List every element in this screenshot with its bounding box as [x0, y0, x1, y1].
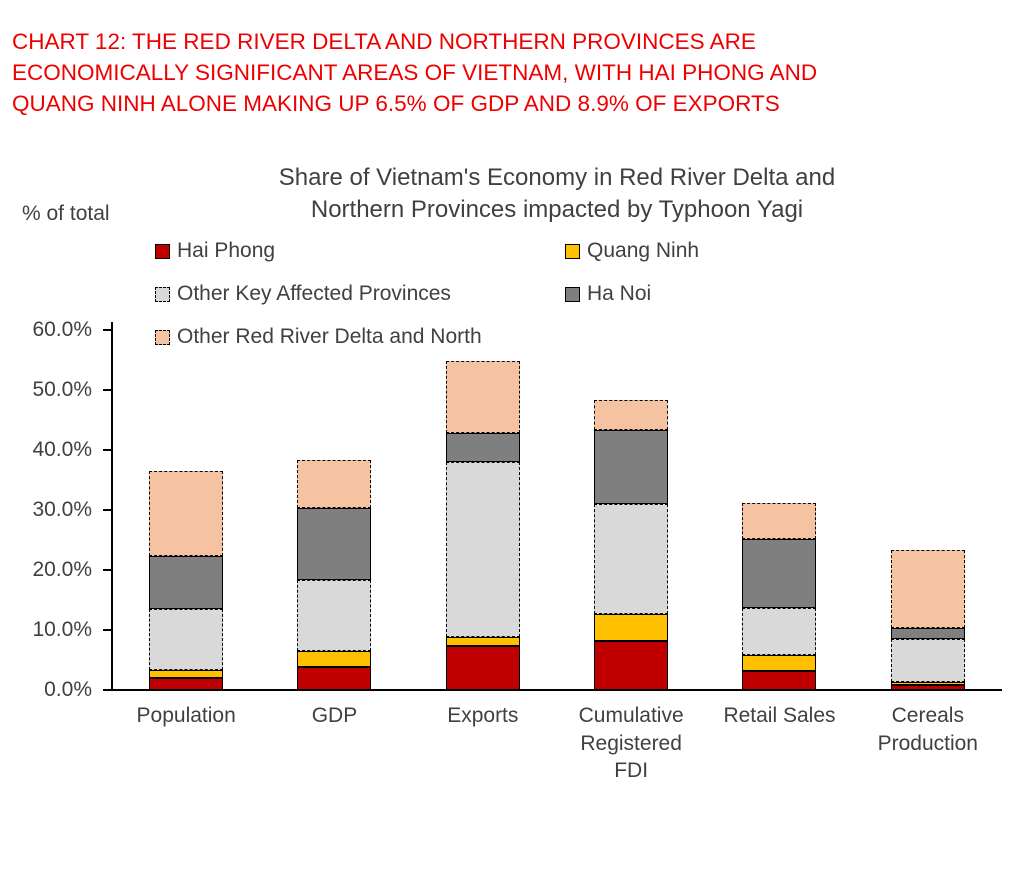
legend-item-other-key-affected-provinces: Other Key Affected Provinces [155, 281, 565, 307]
segment-quang-ninh [149, 670, 224, 678]
bar-population [149, 471, 224, 690]
segment-other-key-affected-provinces [445, 462, 520, 637]
bar-exports [445, 361, 520, 690]
legend-label: Other Key Affected Provinces [177, 282, 451, 305]
segment-other-red-river-delta-and-north [297, 459, 372, 508]
y-axis-tick-label: 0.0% [44, 678, 92, 701]
y-axis-tick [103, 629, 112, 631]
segment-other-key-affected-provinces [742, 608, 817, 655]
y-axis-tick [103, 389, 112, 391]
legend-label: Hai Phong [177, 239, 276, 262]
legend-item-hai-phong: Hai Phong [155, 238, 565, 264]
segment-other-key-affected-provinces [297, 579, 372, 652]
segment-ha-noi [890, 627, 965, 640]
x-axis-labels: Population GDP Exports Cumulative Registere… [112, 702, 1002, 785]
segment-quang-ninh [297, 651, 372, 667]
legend-swatch-icon [155, 329, 170, 345]
plot-area: 0.0% 10.0% 20.0% 30.0% 40.0% 50.0% 60.0% [32, 318, 1002, 701]
source-note: Source: Vietnam GSO, CEIC, MUFG GMR. Oth… [20, 808, 1005, 886]
segment-ha-noi [149, 556, 224, 610]
segment-other-key-affected-provinces [149, 609, 224, 671]
segment-hai-phong [742, 670, 817, 690]
bar-cereals-production [890, 549, 965, 690]
x-axis-label-exports: Exports [447, 704, 519, 727]
y-axis-line [111, 322, 113, 690]
legend-swatch-icon [565, 243, 580, 259]
segment-quang-ninh [890, 681, 965, 685]
segment-other-red-river-delta-and-north [445, 361, 520, 433]
legend-item-ha-noi: Ha Noi [565, 281, 699, 307]
y-axis-unit-label: % of total [22, 202, 110, 225]
segment-hai-phong [594, 640, 669, 690]
segment-quang-ninh [445, 636, 520, 646]
segment-ha-noi [297, 507, 372, 580]
segment-other-red-river-delta-and-north [890, 549, 965, 628]
y-axis-tick-label: 20.0% [32, 558, 92, 581]
x-axis-label-retail-sales: Retail Sales [723, 704, 836, 727]
legend-item-other-red-river-delta-and-north: Other Red River Delta and North [155, 324, 565, 350]
y-axis-tick [103, 569, 112, 571]
segment-other-red-river-delta-and-north [742, 502, 817, 539]
x-axis-line [103, 689, 1002, 691]
segment-other-red-river-delta-and-north [594, 400, 669, 431]
y-axis-tick [103, 689, 112, 691]
y-axis-tick-label: 40.0% [32, 438, 92, 461]
legend-swatch-icon [565, 286, 580, 302]
legend-label: Quang Ninh [587, 239, 700, 262]
x-axis-label-population: Population [136, 704, 236, 727]
segment-ha-noi [742, 538, 817, 609]
legend-label: Ha Noi [587, 282, 652, 305]
segment-hai-phong [149, 678, 224, 690]
bars-container [112, 330, 1002, 690]
bar-gdp [297, 459, 372, 690]
y-axis-tick-label: 50.0% [32, 378, 92, 401]
segment-other-red-river-delta-and-north [149, 471, 224, 557]
y-axis-tick [103, 449, 112, 451]
segment-hai-phong [890, 684, 965, 690]
x-axis-label-cumulative-registered-fdi: Cumulative Registered FDI [578, 704, 684, 783]
chart-title: Share of Vietnam's Economy in Red River … [278, 164, 836, 223]
x-axis-label-cereals-production: Cereals Production [877, 704, 978, 755]
segment-ha-noi [594, 430, 669, 505]
chart-header-text: CHART 12: THE RED RIVER DELTA AND NORTHE… [12, 29, 818, 117]
y-axis-tick-label: 60.0% [32, 318, 92, 341]
legend-swatch-icon [155, 286, 170, 302]
legend-item-quang-ninh: Quang Ninh [565, 238, 699, 264]
bar-retail-sales [742, 502, 817, 690]
legend-label: Other Red River Delta and North [177, 325, 482, 348]
y-axis-tick-label: 10.0% [32, 618, 92, 641]
bar-cumulative-registered-fdi [594, 400, 669, 690]
segment-hai-phong [297, 666, 372, 690]
segment-hai-phong [445, 645, 520, 690]
segment-quang-ninh [594, 614, 669, 641]
segment-other-key-affected-provinces [890, 639, 965, 682]
segment-ha-noi [445, 432, 520, 463]
y-axis-tick [103, 509, 112, 511]
segment-quang-ninh [742, 654, 817, 671]
x-axis-label-gdp: GDP [311, 704, 358, 727]
legend-swatch-icon [155, 243, 170, 259]
y-axis-tick-label: 30.0% [32, 498, 92, 521]
segment-other-key-affected-provinces [594, 504, 669, 615]
legend: Hai Phong Quang Ninh Other Key Affected Pr… [155, 238, 699, 350]
y-axis-tick [103, 329, 112, 331]
